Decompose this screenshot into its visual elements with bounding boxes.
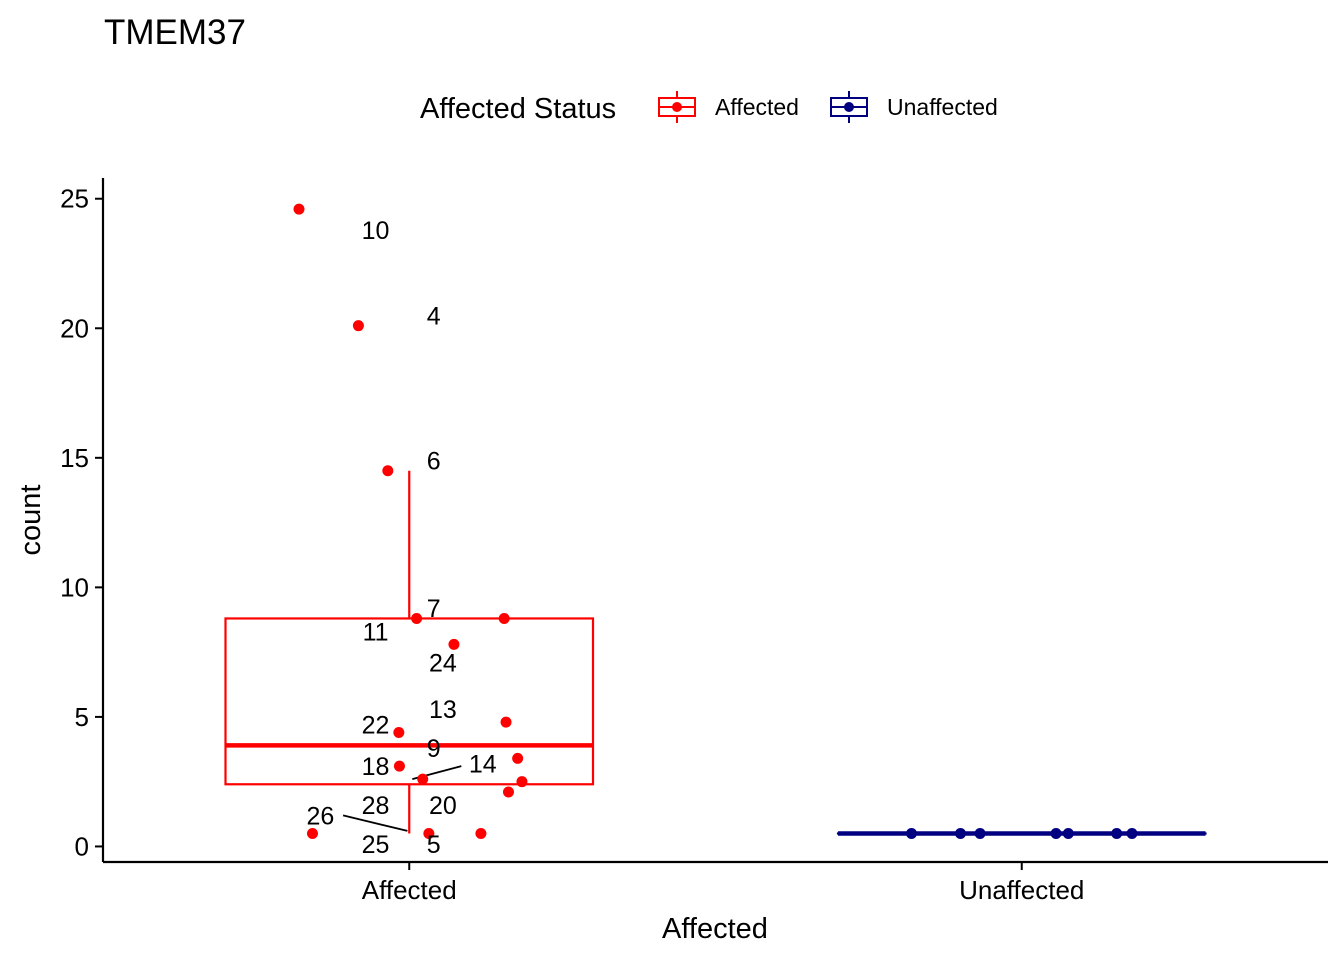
data-point [1062,828,1074,839]
data-point [500,716,512,728]
y-tick-label: 0 [75,831,89,861]
point-label: 7 [427,595,441,623]
data-point [423,828,435,839]
legend-entry-affected: Affected [658,91,799,123]
point-label: 18 [362,753,390,781]
data-point [352,320,364,332]
data-point [502,786,514,798]
point-label: 28 [362,792,390,820]
legend-label: Affected [715,94,799,120]
point-label: 13 [429,696,457,724]
data-point [475,828,487,839]
point-label: 25 [362,831,390,859]
legend: Affected Status Affected Unaffected [420,91,998,125]
point-label: 24 [429,650,457,678]
point-label: 14 [469,751,497,779]
point-label: 5 [427,831,441,859]
y-tick-label: 20 [60,313,89,343]
y-tick-label: 10 [60,572,89,602]
box-body [224,617,595,786]
data-point [906,828,917,839]
label-leader-line [342,814,408,832]
box-affected [224,470,595,834]
data-point [306,828,318,839]
x-tick-label: Unaffected [959,875,1084,905]
data-point [382,465,394,477]
y-tick-label: 5 [75,702,89,732]
data-point [393,760,405,772]
point-label: 22 [362,712,390,740]
point-label: 9 [427,735,441,763]
legend-entry-unaffected: Unaffected [830,91,998,123]
data-point [512,752,524,764]
point-label: 26 [307,802,335,830]
point-label: 6 [427,447,441,475]
point-label: 10 [362,217,390,245]
x-tick-label: Affected [362,875,457,905]
plot-area: 10 4 6 7 11 24 13 22 9 18 14 28 20 26 25 5 [224,203,1207,859]
legend-label: Unaffected [887,94,998,120]
data-point [498,612,510,624]
data-point [411,612,423,624]
y-tick-label: 15 [60,443,89,473]
legend-key-point [844,102,854,112]
legend-key-point [672,102,682,112]
y-tick-label: 25 [60,184,89,214]
data-point [516,776,528,788]
data-point [1050,828,1062,839]
point-label: 4 [427,302,441,330]
chart-title: TMEM37 [104,13,246,52]
x-axis-title: Affected [662,913,768,945]
data-point [293,203,305,215]
y-axis-title: count [15,485,47,556]
data-point [974,828,986,839]
data-point [1126,828,1138,839]
data-point [393,726,405,738]
data-point [417,773,429,785]
data-point [448,638,460,650]
data-point [1111,828,1123,839]
point-label: 20 [429,792,457,820]
axes: 0 5 10 15 20 25 Affected Unaffected [60,178,1328,905]
legend-title: Affected Status [420,93,616,125]
data-point [955,828,966,839]
point-label: 11 [363,618,389,646]
